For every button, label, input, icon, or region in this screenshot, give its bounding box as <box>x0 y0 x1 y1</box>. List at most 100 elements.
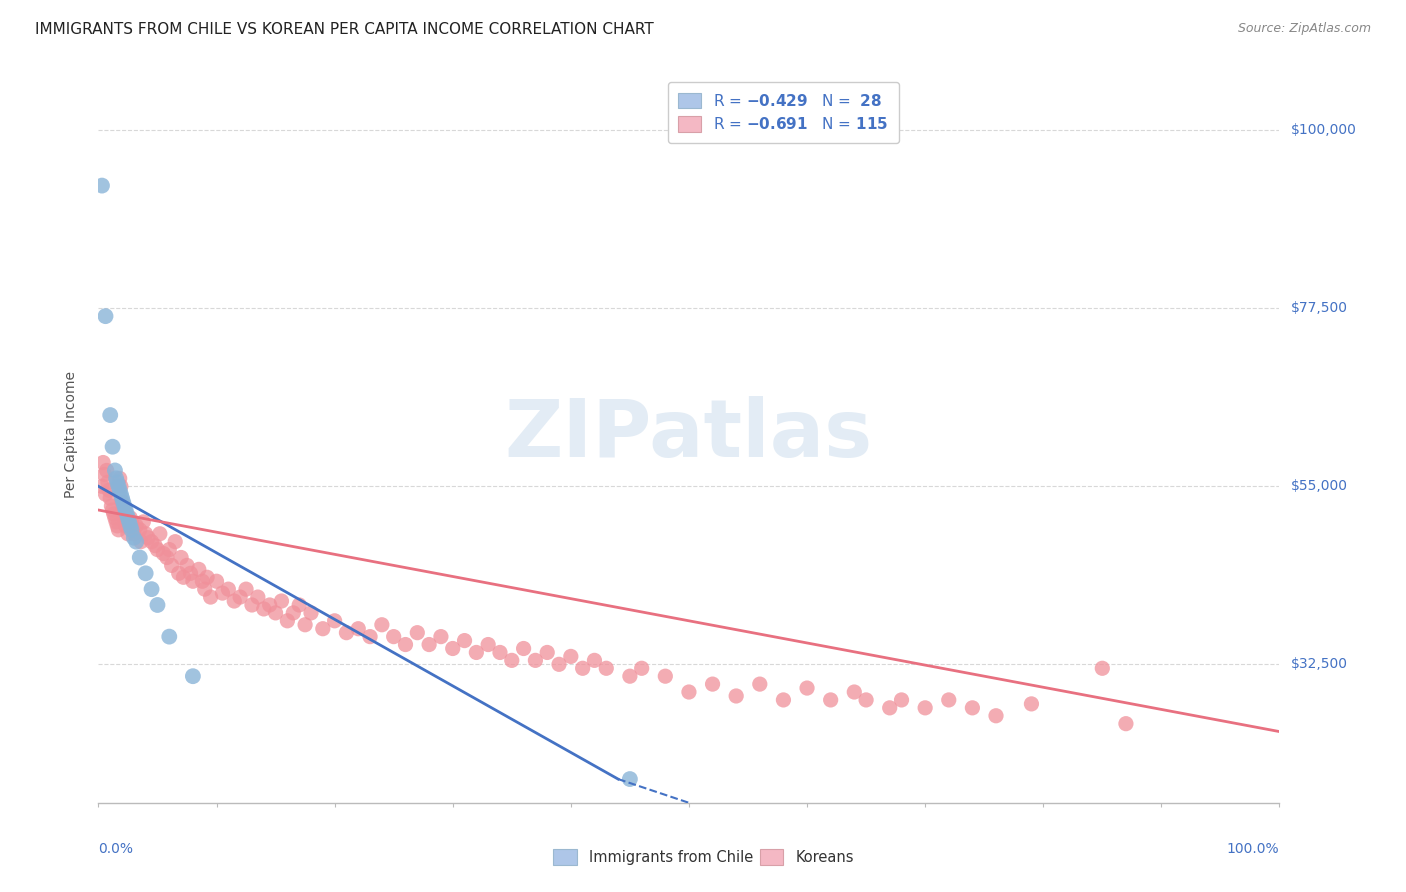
Point <box>938 693 960 707</box>
Point <box>135 526 157 541</box>
Point <box>121 515 143 529</box>
Point <box>128 550 150 565</box>
Point <box>560 649 582 664</box>
Point <box>465 645 488 659</box>
Point <box>382 630 405 644</box>
Point <box>103 507 125 521</box>
Point <box>453 633 475 648</box>
Point <box>104 463 127 477</box>
Point <box>107 479 129 493</box>
Point <box>98 491 121 505</box>
Point <box>229 590 252 604</box>
Point <box>224 594 246 608</box>
Point <box>441 641 464 656</box>
Point <box>595 661 617 675</box>
Point <box>176 558 198 573</box>
Point <box>294 617 316 632</box>
Text: $100,000: $100,000 <box>1291 123 1357 137</box>
Point <box>583 653 606 667</box>
Point <box>94 487 117 501</box>
Point <box>205 574 228 589</box>
Point <box>91 178 114 193</box>
Text: Immigrants from Chile: Immigrants from Chile <box>589 850 752 864</box>
Point <box>890 693 912 707</box>
Point <box>1091 661 1114 675</box>
Point <box>100 499 122 513</box>
Point <box>111 495 134 509</box>
Point <box>654 669 676 683</box>
Point <box>984 708 1007 723</box>
Legend: R = $\bf{-0.429}$   N =  $\bf{28}$, R = $\bf{-0.691}$   N = $\bf{115}$: R = $\bf{-0.429}$ N = $\bf{28}$, R = $\b… <box>668 82 900 143</box>
Point <box>1021 697 1043 711</box>
Point <box>94 309 117 323</box>
Point <box>118 515 141 529</box>
Text: $55,000: $55,000 <box>1291 479 1347 493</box>
Point <box>152 547 174 561</box>
Point <box>108 483 131 498</box>
Point <box>796 681 818 695</box>
Text: ZIPatlas: ZIPatlas <box>505 396 873 474</box>
Point <box>170 550 193 565</box>
Point <box>93 467 115 482</box>
Point <box>141 582 163 596</box>
Point <box>105 475 128 490</box>
Point <box>149 526 172 541</box>
Point <box>135 566 157 581</box>
Point <box>371 617 394 632</box>
FancyBboxPatch shape <box>553 849 576 865</box>
Point <box>112 495 135 509</box>
Point <box>157 542 180 557</box>
Point <box>211 586 233 600</box>
Point <box>283 606 305 620</box>
Point <box>276 614 298 628</box>
Point <box>312 622 335 636</box>
Point <box>114 519 136 533</box>
Point <box>1115 716 1137 731</box>
Point <box>299 606 322 620</box>
Point <box>187 562 209 576</box>
Point <box>240 598 263 612</box>
Point <box>110 487 132 501</box>
Point <box>165 534 187 549</box>
Point <box>101 503 124 517</box>
Point <box>122 531 145 545</box>
Point <box>121 523 143 537</box>
FancyBboxPatch shape <box>759 849 783 865</box>
Point <box>112 499 135 513</box>
Point <box>122 526 145 541</box>
Point <box>132 515 155 529</box>
Point <box>394 638 416 652</box>
Point <box>748 677 770 691</box>
Point <box>141 534 163 549</box>
Point <box>820 693 842 707</box>
Point <box>430 630 453 644</box>
Point <box>418 638 440 652</box>
Point <box>105 471 128 485</box>
Point <box>879 701 901 715</box>
Point <box>115 507 138 521</box>
Point <box>96 463 118 477</box>
Text: IMMIGRANTS FROM CHILE VS KOREAN PER CAPITA INCOME CORRELATION CHART: IMMIGRANTS FROM CHILE VS KOREAN PER CAPI… <box>35 22 654 37</box>
Point <box>191 574 214 589</box>
Point <box>114 503 136 517</box>
Point <box>536 645 558 659</box>
Point <box>97 475 120 490</box>
Point <box>125 519 148 533</box>
Point <box>128 523 150 537</box>
Point <box>105 519 128 533</box>
Point <box>91 479 114 493</box>
Point <box>235 582 257 596</box>
Point <box>194 582 217 596</box>
Point <box>619 772 641 786</box>
Point <box>253 602 276 616</box>
Point <box>98 408 121 422</box>
Point <box>146 598 169 612</box>
Point <box>156 550 179 565</box>
Y-axis label: Per Capita Income: Per Capita Income <box>63 371 77 499</box>
Point <box>844 685 866 699</box>
Point <box>619 669 641 683</box>
Point <box>630 661 652 675</box>
Point <box>678 685 700 699</box>
Point <box>200 590 222 604</box>
Point <box>91 456 114 470</box>
